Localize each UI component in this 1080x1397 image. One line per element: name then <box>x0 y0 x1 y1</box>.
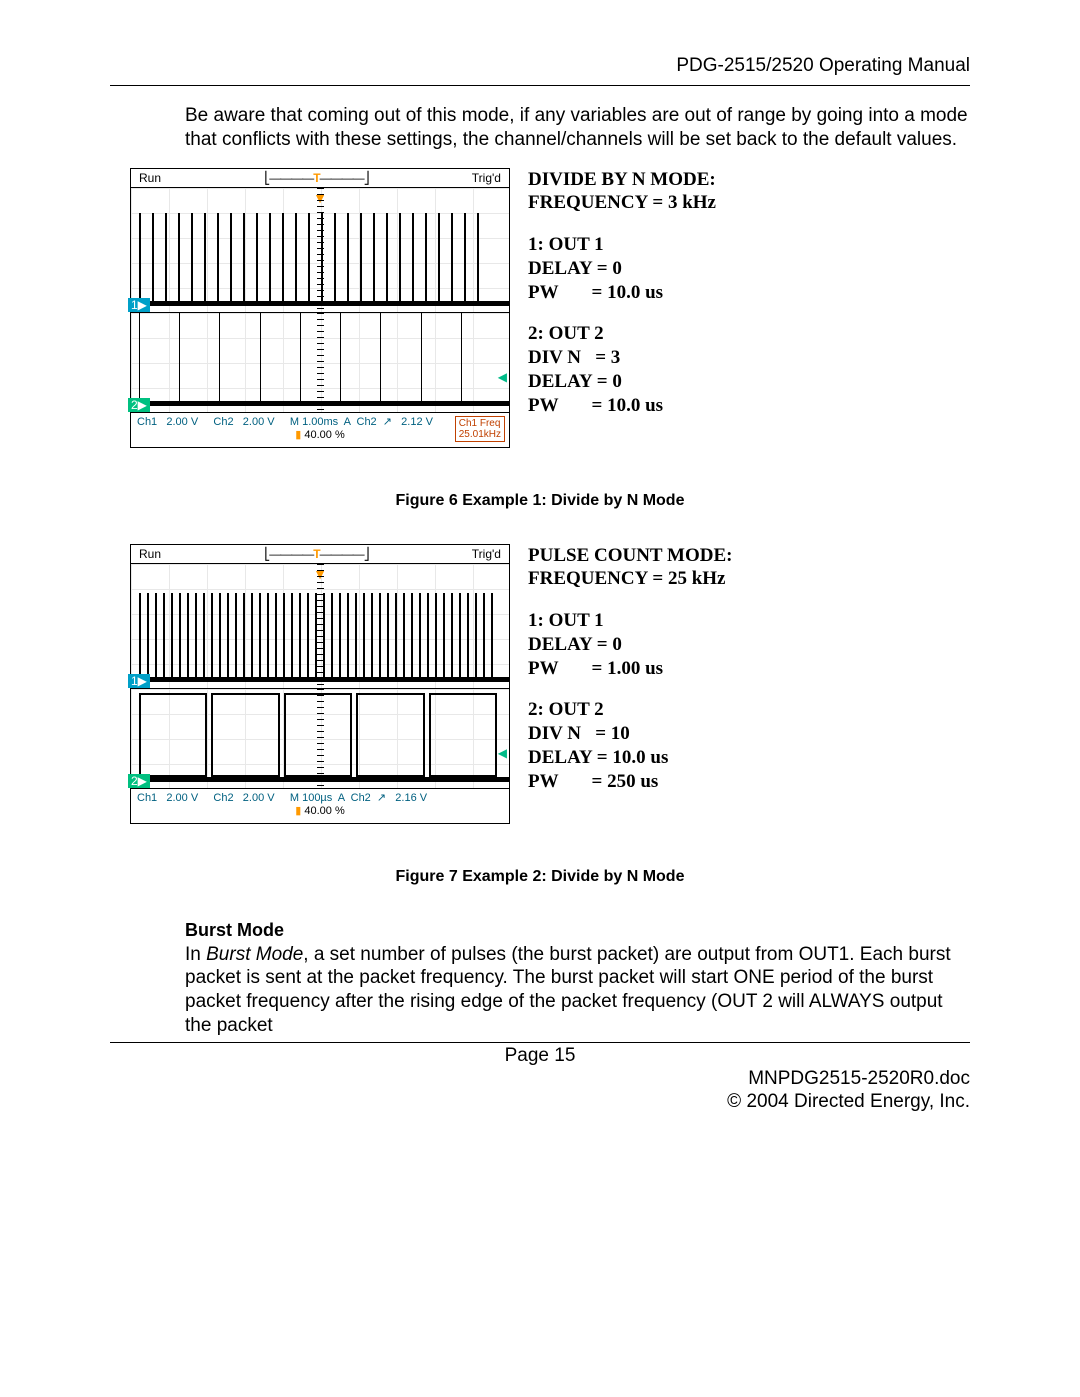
ch2-marker-icon: 2▶ <box>128 398 150 412</box>
scope6-info-line2: 40.00 % <box>301 429 344 441</box>
scope7-run-label: Run <box>139 547 161 561</box>
ch2-marker-icon: 2▶ <box>128 774 150 788</box>
figure-6-block: Run ⎣————T————⎦ Trig'd ▼ 1▶ ◀ 2▶ Ch1 2.0… <box>130 168 970 448</box>
f7-mode: PULSE COUNT MODE: <box>528 545 732 566</box>
scope7-bracket: ⎣————T————⎦ <box>264 547 368 561</box>
f7-freq: FREQUENCY = 25 kHz <box>528 568 726 589</box>
burst-para-italic: Burst Mode <box>206 944 303 965</box>
scope6-ch1-area: ▼ 1▶ <box>131 188 509 313</box>
footer-rule <box>110 1042 970 1043</box>
f6-out2-title: 2: OUT 2 <box>528 323 604 344</box>
burst-mode-paragraph: In Burst Mode, a set number of pulses (t… <box>185 943 970 1038</box>
scope6-info-line1: Ch1 2.00 V Ch2 2.00 V M 1.00ms A Ch2 ↗ 2… <box>137 415 503 428</box>
scope6-run-label: Run <box>139 171 161 185</box>
f6-out1-title: 1: OUT 1 <box>528 234 604 255</box>
page-number: Page 15 <box>110 1045 970 1067</box>
ch1-marker-icon: 1▶ <box>128 674 150 688</box>
scope6-bracket: ⎣————T————⎦ <box>264 171 368 185</box>
f7-out2-divn: DIV N = 10 <box>528 723 630 744</box>
figure6-params: DIVIDE BY N MODE: FREQUENCY = 3 kHz 1: O… <box>528 168 716 436</box>
f7-out1-pw: PW = 1.00 us <box>528 658 663 679</box>
scope7-freq-box: Ch1 Freq 25.01kHz <box>455 416 505 442</box>
scope7-ch1-area: ▼ Ch1 Freq 25.01kHz 1▶ <box>131 564 509 689</box>
figure7-params: PULSE COUNT MODE: FREQUENCY = 25 kHz 1: … <box>528 544 732 812</box>
f6-mode: DIVIDE BY N MODE: <box>528 169 716 190</box>
f6-freq: FREQUENCY = 3 kHz <box>528 192 716 213</box>
f6-out1-pw: PW = 10.0 us <box>528 282 663 303</box>
scope6-ch2-pulses <box>139 339 501 401</box>
footer-doc-name: MNPDG2515-2520R0.doc <box>110 1067 970 1091</box>
scope6-ch2-area: ◀ 2▶ <box>131 313 509 413</box>
f7-out2-delay: DELAY = 10.0 us <box>528 747 668 768</box>
page-footer: Page 15 MNPDG2515-2520R0.doc © 2004 Dire… <box>110 1045 970 1115</box>
f7-out1-delay: DELAY = 0 <box>528 634 622 655</box>
footer-copyright: © 2004 Directed Energy, Inc. <box>110 1090 970 1114</box>
scope7-info-line1: Ch1 2.00 V Ch2 2.00 V M 100µs A Ch2 ↗ 2.… <box>137 791 503 804</box>
page-header: PDG-2515/2520 Operating Manual <box>110 55 970 77</box>
scope7-trigd-label: Trig'd <box>472 547 501 561</box>
f6-out2-divn: DIV N = 3 <box>528 347 620 368</box>
intro-paragraph: Be aware that coming out of this mode, i… <box>185 104 970 152</box>
scope6-ch1-pulses <box>139 214 501 301</box>
figure-7-block: Run ⎣————T————⎦ Trig'd ▼ Ch1 Freq 25.01k… <box>130 544 970 824</box>
burst-para-before: In <box>185 944 206 965</box>
ch1-marker-icon: 1▶ <box>128 298 150 312</box>
header-rule <box>110 85 970 86</box>
scope6-trigd-label: Trig'd <box>472 171 501 185</box>
scope7-ch1-pulses <box>139 590 501 677</box>
f6-out1-delay: DELAY = 0 <box>528 258 622 279</box>
f7-out1-title: 1: OUT 1 <box>528 610 604 631</box>
scope7-ch2-area: ◀ 2▶ <box>131 689 509 789</box>
scope-figure-7: Run ⎣————T————⎦ Trig'd ▼ Ch1 Freq 25.01k… <box>130 544 510 824</box>
scope-figure-6: Run ⎣————T————⎦ Trig'd ▼ 1▶ ◀ 2▶ Ch1 2.0… <box>130 168 510 448</box>
scope6-info: Ch1 2.00 V Ch2 2.00 V M 1.00ms A Ch2 ↗ 2… <box>131 413 509 447</box>
scope7-info-line2: 40.00 % <box>301 805 344 817</box>
f6-out2-pw: PW = 10.0 us <box>528 395 663 416</box>
scope7-ch2-pulses <box>139 697 501 777</box>
figure6-caption: Figure 6 Example 1: Divide by N Mode <box>110 492 970 510</box>
f6-out2-delay: DELAY = 0 <box>528 371 622 392</box>
scope7-info: Ch1 2.00 V Ch2 2.00 V M 100µs A Ch2 ↗ 2.… <box>131 789 509 823</box>
f7-out2-title: 2: OUT 2 <box>528 699 604 720</box>
figure7-caption: Figure 7 Example 2: Divide by N Mode <box>110 868 970 886</box>
f7-out2-pw: PW = 250 us <box>528 771 658 792</box>
burst-mode-heading: Burst Mode <box>185 920 970 941</box>
